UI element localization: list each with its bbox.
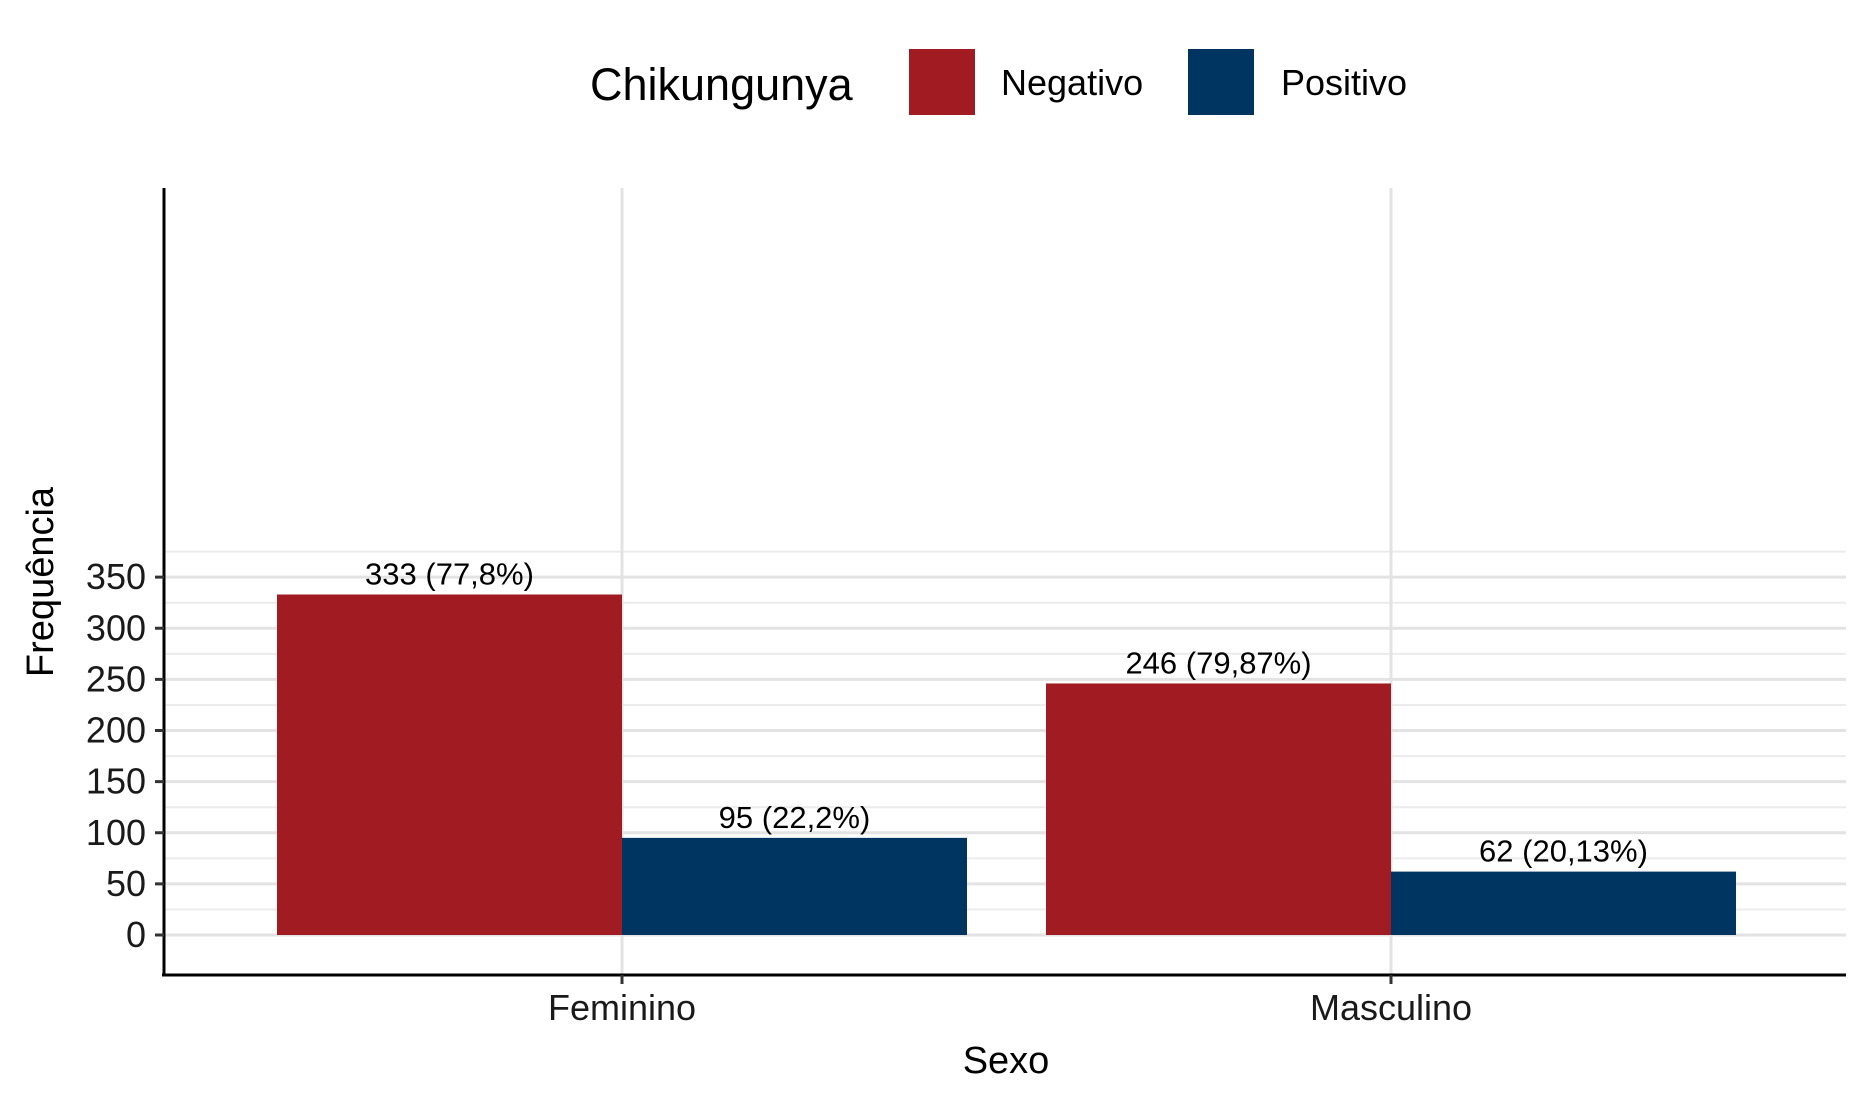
x-axis-title: Sexo xyxy=(963,1040,1050,1082)
legend-key-positivo xyxy=(1188,49,1254,115)
bar-negativo-masculino xyxy=(1046,683,1391,935)
data-labels: 333 (77,8%) 95 (22,2%) 246 (79,87%) 62 (20,… xyxy=(365,557,1648,869)
legend-key-negativo xyxy=(909,49,975,115)
y-tick-label: 200 xyxy=(86,710,146,751)
legend: Chikungunya Negativo Positivo xyxy=(590,49,1407,115)
bar-positivo-feminino xyxy=(622,837,967,935)
data-label: 95 (22,2%) xyxy=(719,800,871,835)
y-tick-label: 300 xyxy=(86,607,146,648)
y-tick-label: 250 xyxy=(86,658,146,699)
data-label: 333 (77,8%) xyxy=(365,557,534,592)
y-tick-label: 0 xyxy=(126,914,146,955)
y-ticks: 0 50 100 150 200 250 300 350 xyxy=(86,556,164,955)
x-tick-label: Feminino xyxy=(548,987,696,1028)
y-tick-label: 350 xyxy=(86,556,146,597)
legend-label-positivo: Positivo xyxy=(1281,62,1407,103)
data-label: 62 (20,13%) xyxy=(1479,834,1648,869)
bar-positivo-masculino xyxy=(1391,871,1736,935)
y-tick-label: 50 xyxy=(106,863,146,904)
x-ticks: Feminino Masculino xyxy=(548,975,1472,1028)
bars xyxy=(277,594,1736,935)
legend-title: Chikungunya xyxy=(590,59,854,110)
x-tick-label: Masculino xyxy=(1310,987,1472,1028)
y-axis-title: Frequência xyxy=(20,486,62,677)
y-tick-label: 100 xyxy=(86,812,146,853)
bar-negativo-feminino xyxy=(277,594,622,935)
y-tick-label: 150 xyxy=(86,761,146,802)
data-label: 246 (79,87%) xyxy=(1125,645,1311,680)
axes xyxy=(162,188,1846,977)
legend-label-negativo: Negativo xyxy=(1001,62,1143,103)
